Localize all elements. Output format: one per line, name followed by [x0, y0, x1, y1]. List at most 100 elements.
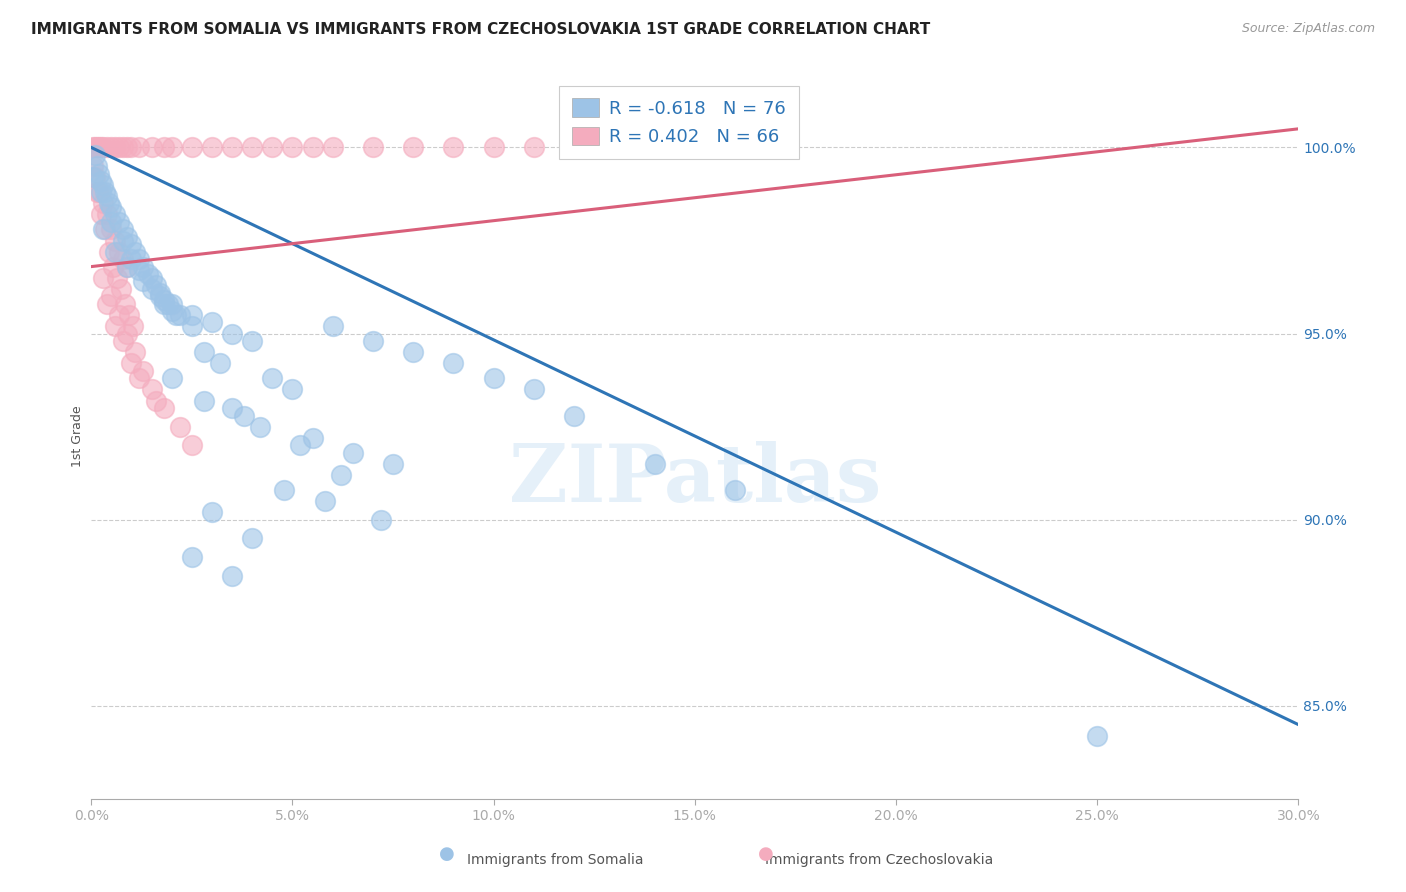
Point [82, 140, 104, 154]
Point [108, 244, 131, 259]
Point [86, 140, 108, 154]
Point [152, 297, 174, 311]
Point [84, 148, 107, 162]
Point [117, 260, 139, 274]
Text: Immigrants from Somalia: Immigrants from Somalia [467, 853, 644, 867]
Point [240, 532, 263, 546]
Point [112, 222, 135, 236]
Point [104, 319, 127, 334]
Point [128, 140, 150, 154]
Point [562, 409, 585, 423]
Point [145, 393, 167, 408]
Y-axis label: 1st Grade: 1st Grade [72, 405, 84, 467]
Point [110, 282, 132, 296]
Point [724, 483, 747, 497]
Point [482, 371, 505, 385]
Point [523, 383, 546, 397]
Point [262, 371, 284, 385]
Point [233, 409, 256, 423]
Point [180, 319, 202, 334]
Point [193, 393, 215, 408]
Point [141, 140, 163, 154]
Point [112, 334, 135, 348]
Point [201, 140, 224, 154]
Point [108, 308, 131, 322]
Point [84, 170, 107, 185]
Point [322, 319, 344, 334]
Point [322, 140, 344, 154]
Point [94, 222, 117, 236]
Point [82, 170, 104, 185]
Point [370, 513, 392, 527]
Point [122, 319, 145, 334]
Point [91, 196, 114, 211]
Point [160, 304, 183, 318]
Point [141, 383, 163, 397]
Point [89, 185, 111, 199]
Point [382, 457, 405, 471]
Point [141, 270, 163, 285]
Point [117, 326, 139, 341]
Point [117, 140, 139, 154]
Point [221, 140, 243, 154]
Point [96, 297, 118, 311]
Point [128, 263, 150, 277]
Point [84, 140, 107, 154]
Point [141, 282, 163, 296]
Point [89, 167, 111, 181]
Point [152, 140, 174, 154]
Point [169, 419, 191, 434]
Text: ●: ● [758, 845, 775, 863]
Point [120, 356, 142, 370]
Point [361, 140, 384, 154]
Point [180, 140, 202, 154]
Point [180, 549, 202, 564]
Point [281, 383, 304, 397]
Point [91, 270, 114, 285]
Point [100, 289, 122, 303]
Text: Immigrants from Czechoslovakia: Immigrants from Czechoslovakia [765, 853, 993, 867]
Point [104, 244, 127, 259]
Point [100, 215, 122, 229]
Point [124, 345, 146, 359]
Point [160, 140, 183, 154]
Point [201, 505, 224, 519]
Point [145, 278, 167, 293]
Point [329, 468, 352, 483]
Point [201, 315, 224, 329]
Point [180, 438, 202, 452]
Point [160, 297, 183, 311]
Point [112, 234, 135, 248]
Point [136, 267, 159, 281]
Point [441, 356, 464, 370]
Point [342, 446, 364, 460]
Point [262, 140, 284, 154]
Point [156, 297, 179, 311]
Point [149, 285, 172, 300]
Point [89, 140, 111, 154]
Text: IMMIGRANTS FROM SOMALIA VS IMMIGRANTS FROM CZECHOSLOVAKIA 1ST GRADE CORRELATION : IMMIGRANTS FROM SOMALIA VS IMMIGRANTS FR… [31, 22, 931, 37]
Point [301, 431, 323, 445]
Point [100, 140, 122, 154]
Point [132, 260, 155, 274]
Point [91, 140, 114, 154]
Point [128, 371, 150, 385]
Point [314, 494, 336, 508]
Point [96, 189, 118, 203]
Point [91, 222, 114, 236]
Point [112, 252, 135, 267]
Point [240, 140, 263, 154]
Point [180, 308, 202, 322]
Point [221, 568, 243, 582]
Point [117, 260, 139, 274]
Point [169, 308, 191, 322]
Point [221, 401, 243, 416]
Point [104, 140, 127, 154]
Text: ZIPatlas: ZIPatlas [509, 441, 882, 518]
Point [100, 222, 122, 236]
Point [290, 438, 312, 452]
Point [132, 364, 155, 378]
Point [112, 140, 135, 154]
Point [104, 207, 127, 221]
Point [120, 140, 142, 154]
